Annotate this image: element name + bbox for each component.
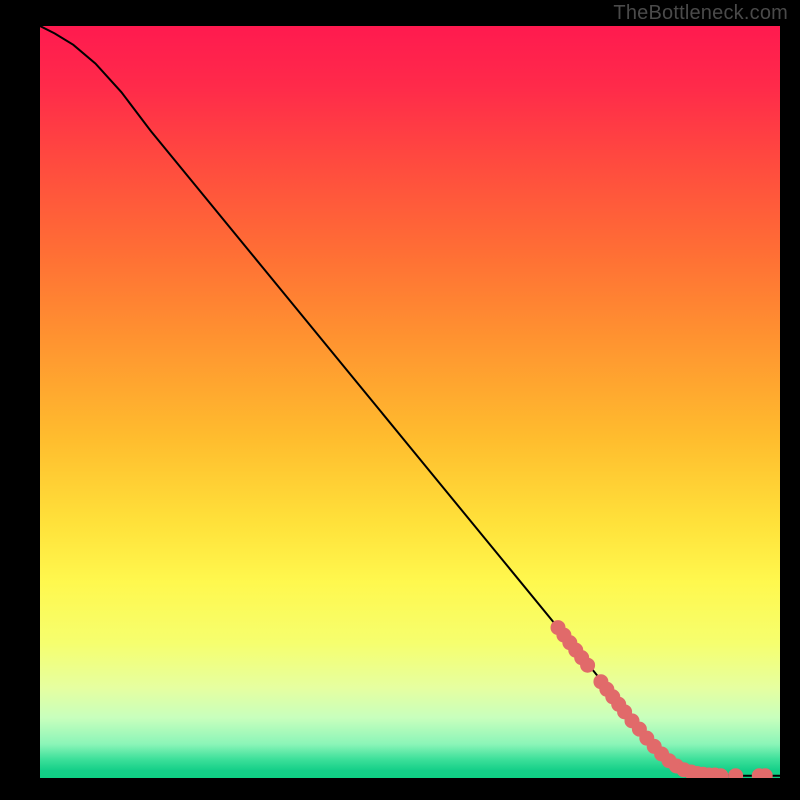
chart-frame: TheBottleneck.com — [0, 0, 800, 800]
data-marker — [714, 769, 728, 778]
plot-area — [40, 26, 780, 778]
data-marker — [729, 769, 743, 778]
data-marker — [581, 658, 595, 672]
watermark-label: TheBottleneck.com — [613, 2, 788, 25]
main-curve — [40, 26, 780, 776]
curve-layer — [40, 26, 780, 778]
data-marker — [758, 769, 772, 778]
data-markers — [551, 621, 772, 778]
